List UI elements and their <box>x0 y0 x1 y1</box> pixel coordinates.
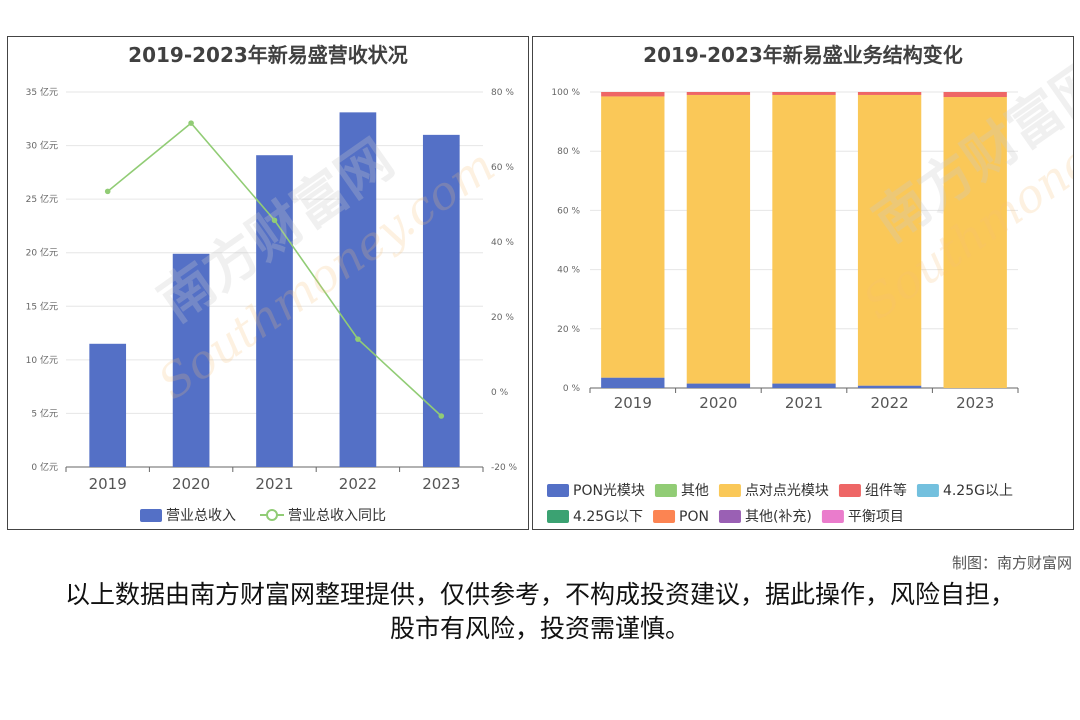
legend-swatch <box>718 510 741 523</box>
y-tick-label: 20 % <box>557 325 580 335</box>
stacked-bar-segment <box>601 92 665 97</box>
stacked-bar-segment <box>772 383 836 388</box>
stacked-bar-segment <box>686 94 751 384</box>
revenue-chart-title: 2019-2023年新易盛营收状况 <box>128 43 408 67</box>
y-right-tick-label: 20 % <box>491 313 514 323</box>
y-tick-label: 0 % <box>563 384 581 394</box>
y-left-tick-label: 30 亿元 <box>26 140 58 152</box>
legend-swatch-marker <box>266 509 278 521</box>
legend-swatch <box>654 484 677 497</box>
business-structure-chart: 0 % 20 % 40 % 60 % 80 % 100 % 2019 2020 2021 2022… <box>547 88 1019 525</box>
y-tick-label: 80 % <box>557 147 580 157</box>
line-point <box>188 120 194 126</box>
legend-label: 营业总收入同比 <box>288 508 386 524</box>
legend-swatch <box>718 484 741 497</box>
legend-label: 其他 <box>681 483 709 499</box>
x-tick-label: 2022 <box>871 394 909 412</box>
stacked-bar-segment <box>857 94 922 386</box>
y-left-tick-label: 20 亿元 <box>26 247 58 259</box>
x-tick-label: 2020 <box>172 475 210 493</box>
stacked-bar-segment <box>772 94 836 384</box>
stacked-bar-segment <box>601 96 665 378</box>
legend-label: 营业总收入 <box>166 508 236 524</box>
x-tick-label: 2023 <box>422 475 460 493</box>
legend-label: 4.25G以上 <box>943 483 1013 499</box>
stacked-bar-segment <box>601 377 665 388</box>
x-tick-label: 2019 <box>89 475 127 493</box>
line-point <box>271 217 278 224</box>
line-point <box>104 188 111 195</box>
line-point <box>438 413 445 419</box>
business-structure-chart-panel: 2019-2023年新易盛业务结构变化 0 % 20 % 40 % 60 % 80 % 1… <box>532 36 1074 530</box>
stacked-bar-segment <box>772 92 836 95</box>
legend-label: 组件等 <box>865 482 907 499</box>
disclaimer-text: 以上数据由南方财富网整理提供，仅供参考，不构成投资建议，据此操作，风险自担，股市… <box>64 580 1015 643</box>
y-left-tick-label: 10 亿元 <box>26 354 58 366</box>
y-right-tick-label: 80 % <box>491 88 514 98</box>
y-left-tick-label: 5 亿元 <box>31 407 58 419</box>
line-point <box>355 336 361 342</box>
legend-label: PON光模块 <box>573 483 645 499</box>
x-tick-label: 2023 <box>956 394 994 412</box>
x-tick-label: 2022 <box>339 475 377 493</box>
legend-swatch <box>821 510 844 523</box>
y-right-tick-label: 0 % <box>491 388 509 398</box>
bar <box>339 112 377 467</box>
legend-swatch <box>653 510 676 523</box>
stacked-bar-segment <box>857 92 922 95</box>
y-left-tick-label: 15 亿元 <box>26 300 58 312</box>
legend-swatch <box>547 510 569 523</box>
stacked-bar-segment <box>686 92 751 95</box>
y-right-tick-label: 60 % <box>491 163 514 173</box>
legend-swatch <box>547 484 569 497</box>
legend-label: 4.25G以下 <box>573 509 643 525</box>
legend-label: 平衡项目 <box>848 509 904 525</box>
legend-swatch <box>140 509 162 522</box>
x-tick-label: 2020 <box>699 394 737 412</box>
stacked-bar-segment <box>943 92 1007 98</box>
legend-label: 点对点光模块 <box>745 483 829 499</box>
bar <box>256 155 293 467</box>
y-right-tick-label: -20 % <box>491 463 518 473</box>
y-tick-label: 40 % <box>557 266 580 276</box>
legend-label: 其他(补充) <box>745 509 812 525</box>
y-left-tick-label: 25 亿元 <box>26 193 58 205</box>
x-tick-label: 2019 <box>614 394 652 412</box>
y-tick-label: 60 % <box>557 206 580 216</box>
chart-credit: 制图：南方财富网 <box>951 554 1072 572</box>
structure-chart-title: 2019-2023年新易盛业务结构变化 <box>643 43 963 67</box>
stacked-bar-segment <box>943 97 1007 389</box>
x-tick-label: 2021 <box>785 394 823 412</box>
y-left-tick-label: 0 亿元 <box>31 461 58 473</box>
revenue-chart-panel: 2019-2023年新易盛营收状况 0 亿元 5 亿元 10 亿元 15 亿元 20 亿… <box>7 36 529 530</box>
legend-swatch <box>838 484 861 497</box>
bar <box>89 343 127 467</box>
stacked-bar-segment <box>686 383 751 388</box>
legend-label: PON <box>679 509 709 525</box>
stacked-bar-segment <box>857 385 922 388</box>
y-tick-label: 100 % <box>551 88 580 98</box>
x-tick-label: 2021 <box>255 475 293 493</box>
revenue-chart: 0 亿元 5 亿元 10 亿元 15 亿元 20 亿元 25 亿元 30 亿元 35 亿元 -2… <box>26 86 518 524</box>
legend-swatch <box>916 484 939 497</box>
y-right-tick-label: 40 % <box>491 238 514 248</box>
bar <box>422 134 460 467</box>
bar <box>172 253 210 467</box>
y-left-tick-label: 35 亿元 <box>26 86 58 98</box>
